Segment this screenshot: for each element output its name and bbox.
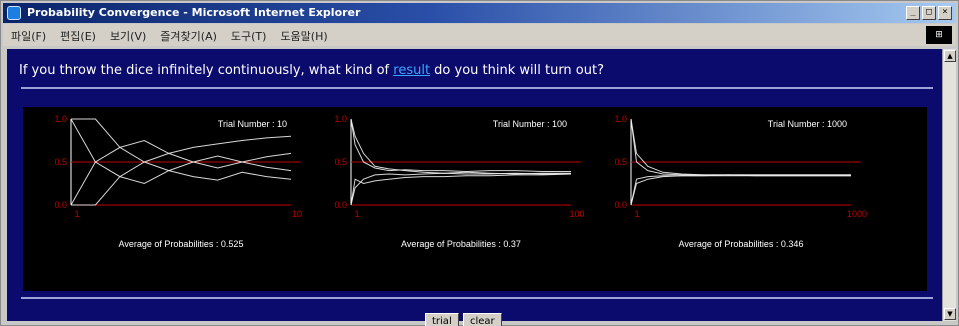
menu-bar: 파일(F) 편집(E) 보기(V) 즐겨찾기(A) 도구(T) 도움말(H) ⊞	[3, 24, 956, 46]
menu-help[interactable]: 도움말(H)	[280, 30, 328, 43]
result-link[interactable]: result	[393, 63, 431, 78]
simulation-panel: Trial Number : 10 1.0 0.5 0.0 1 10 Average of …	[23, 107, 927, 291]
menu-favorites[interactable]: 즐겨찾기(A)	[160, 30, 217, 43]
y-tick-label: 1.0	[54, 114, 67, 124]
chart-1: Trial Number : 10 1.0 0.5 0.0 1 10 Average of …	[54, 114, 302, 249]
average-probability-label: Average of Probabilities : 0.525	[119, 239, 244, 249]
y-tick-label: 0.5	[334, 157, 347, 167]
trial-number-label: Trial Number : 1000	[768, 119, 847, 129]
probability-series-line	[350, 118, 571, 173]
y-tick-label: 1.0	[334, 114, 347, 124]
y-tick-label: 0.0	[334, 200, 347, 210]
x-tick-label: 1	[74, 209, 79, 219]
window-controls: _ □ ×	[906, 6, 952, 20]
question-text: If you throw the dice infinitely continu…	[19, 63, 604, 78]
menu-edit[interactable]: 편집(E)	[60, 30, 96, 43]
probability-series-line	[350, 118, 571, 175]
convergence-charts: Trial Number : 10 1.0 0.5 0.0 1 10 Average of …	[54, 114, 867, 249]
clear-button[interactable]: clear	[463, 313, 502, 326]
y-tick-label: 0.0	[614, 200, 627, 210]
window-title: Probability Convergence - Microsoft Inte…	[27, 6, 361, 19]
windows-logo-icon: ⊞	[926, 26, 952, 44]
bottom-divider	[21, 297, 933, 299]
maximize-button[interactable]: □	[922, 6, 936, 20]
probability-series-line	[350, 173, 572, 206]
probability-series-line	[630, 174, 851, 206]
chart-3: Trial Number : 1000 1.0 0.5 0.0 1 1000 Average…	[614, 114, 867, 249]
average-probability-label: Average of Probabilities : 0.346	[679, 239, 804, 249]
page-content: If you throw the dice infinitely continu…	[7, 49, 943, 326]
y-tick-label: 0.5	[54, 157, 67, 167]
minimize-button[interactable]: _	[906, 6, 920, 20]
x-tick-label: 100	[569, 209, 584, 219]
vertical-scrollbar[interactable]: ▲ ▼	[942, 49, 956, 321]
y-tick-label: 0.5	[614, 157, 627, 167]
probability-series-line	[70, 139, 292, 206]
ie-icon	[7, 6, 21, 20]
x-tick-label: 1	[354, 209, 359, 219]
probability-series-line	[71, 135, 292, 206]
scroll-up-icon[interactable]: ▲	[944, 50, 956, 62]
probability-series-line	[70, 118, 292, 185]
y-tick-label: 1.0	[614, 114, 627, 124]
probability-series-line	[350, 172, 571, 206]
trial-button[interactable]: trial	[425, 313, 459, 326]
close-button[interactable]: ×	[938, 6, 952, 20]
menu-view[interactable]: 보기(V)	[109, 30, 147, 43]
y-tick-label: 0.0	[54, 200, 67, 210]
menu-file[interactable]: 파일(F)	[11, 30, 47, 43]
x-tick-label: 1000	[847, 209, 867, 219]
probability-series-line	[630, 118, 851, 176]
trial-number-label: Trial Number : 100	[493, 119, 567, 129]
scroll-down-icon[interactable]: ▼	[944, 308, 956, 320]
probability-series-line	[630, 175, 851, 206]
title-bar: Probability Convergence - Microsoft Inte…	[3, 3, 956, 23]
question-end: do you think will turn out?	[430, 63, 604, 78]
chart-2: Trial Number : 100 1.0 0.5 0.0 1 100 Average o…	[334, 114, 584, 249]
question-start: If you throw the dice infinitely continu…	[19, 63, 394, 78]
menu-tools[interactable]: 도구(T)	[230, 30, 267, 43]
trial-number-label: Trial Number : 10	[218, 119, 287, 129]
top-divider	[21, 87, 933, 89]
x-tick-label: 1	[634, 209, 639, 219]
x-tick-label: 10	[292, 209, 302, 219]
average-probability-label: Average of Probabilities : 0.37	[401, 239, 521, 249]
probability-series-line	[71, 118, 292, 181]
